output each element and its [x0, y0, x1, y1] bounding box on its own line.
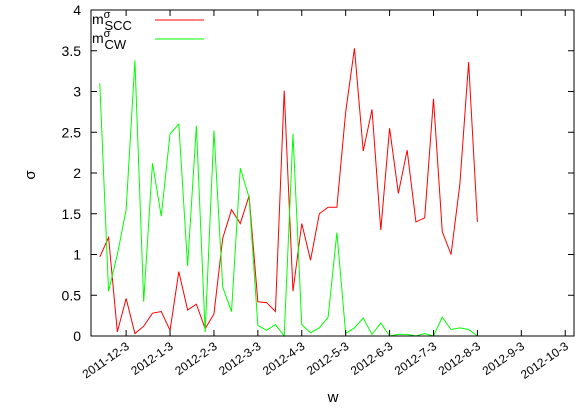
series-line-scc	[99, 48, 478, 335]
y-tick-label: 0	[73, 328, 81, 344]
x-tick-label: 2012-6-3	[348, 339, 396, 378]
x-tick-label: 2012-5-3	[304, 339, 352, 378]
plot-frame	[90, 9, 575, 337]
x-tick-label: 2012-1-3	[128, 339, 176, 378]
x-axis: 2011-12-32012-1-32012-2-32012-3-32012-4-…	[80, 10, 571, 382]
y-axis-label: σ	[22, 170, 39, 180]
x-axis-label: w	[327, 389, 339, 406]
y-axis: 0 0.5 1 1.5 2 2.5 3 3.5 4	[62, 2, 574, 344]
y-tick-label: 0.5	[62, 287, 82, 303]
x-tick-label: 2012-3-3	[216, 339, 264, 378]
y-tick-label: 1	[73, 247, 81, 263]
legend-label-cw: mσ CW	[92, 28, 127, 52]
y-tick-label: 2	[73, 165, 81, 181]
legend-label-scc: mσ SCC	[92, 9, 132, 33]
plot-lines	[99, 48, 478, 338]
y-tick-label: 3.5	[62, 43, 82, 59]
x-tick-label: 2011-12-3	[80, 339, 132, 382]
x-tick-label: 2012-2-3	[172, 339, 220, 378]
y-tick-label: 1.5	[62, 206, 82, 222]
y-tick-label: 3	[73, 84, 81, 100]
y-tick-label: 4	[73, 2, 81, 18]
y-tick-label: 2.5	[62, 124, 82, 140]
x-tick-label: 2012-4-3	[260, 339, 308, 378]
x-tick-label: 2012-8-3	[436, 339, 484, 378]
x-tick-label: 2012-7-3	[392, 339, 440, 378]
x-tick-label: 2012-10-3	[518, 339, 571, 382]
